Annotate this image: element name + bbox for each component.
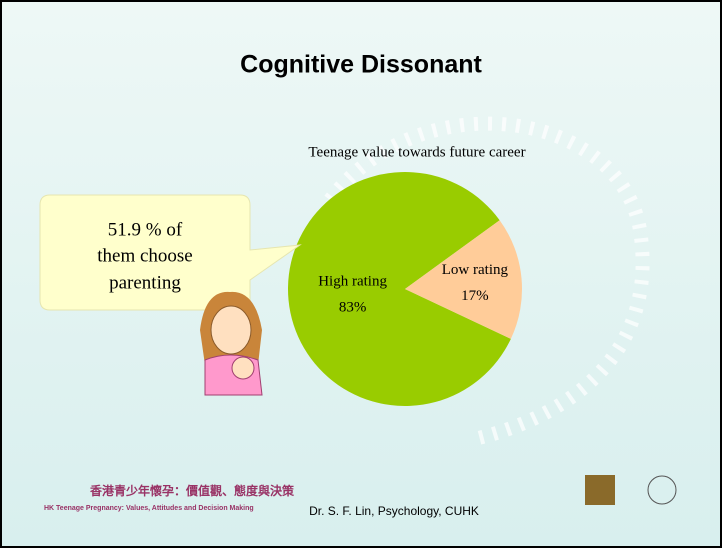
- slice-value-label: 83%: [339, 299, 367, 315]
- banner-english: HK Teenage Pregnancy: Values, Attitudes …: [44, 505, 254, 512]
- pie-slice: [288, 172, 511, 406]
- slice-label: Low rating: [442, 262, 509, 278]
- slice-label: High rating: [318, 273, 387, 289]
- mothers-choice-logo: [647, 475, 677, 505]
- callout-text: parenting: [109, 272, 181, 293]
- slice-value-label: 17%: [461, 288, 489, 304]
- banner-chinese: 香港青少年懷孕：價值觀、態度與決策: [89, 483, 295, 498]
- pie-slice: [405, 220, 523, 339]
- callout-text: them choose: [97, 245, 193, 266]
- university-logo: [585, 475, 615, 505]
- chart-title: Teenage value towards future career: [308, 144, 525, 160]
- footer: Dr. S. F. Lin, Psychology, CUHK: [309, 504, 479, 518]
- slide-title: Cognitive Dissonant: [240, 51, 482, 79]
- mother-icon: [200, 291, 263, 396]
- callout-text: 51.9 % of: [108, 219, 183, 240]
- pie: High rating 83% Low rating 17%: [288, 172, 523, 406]
